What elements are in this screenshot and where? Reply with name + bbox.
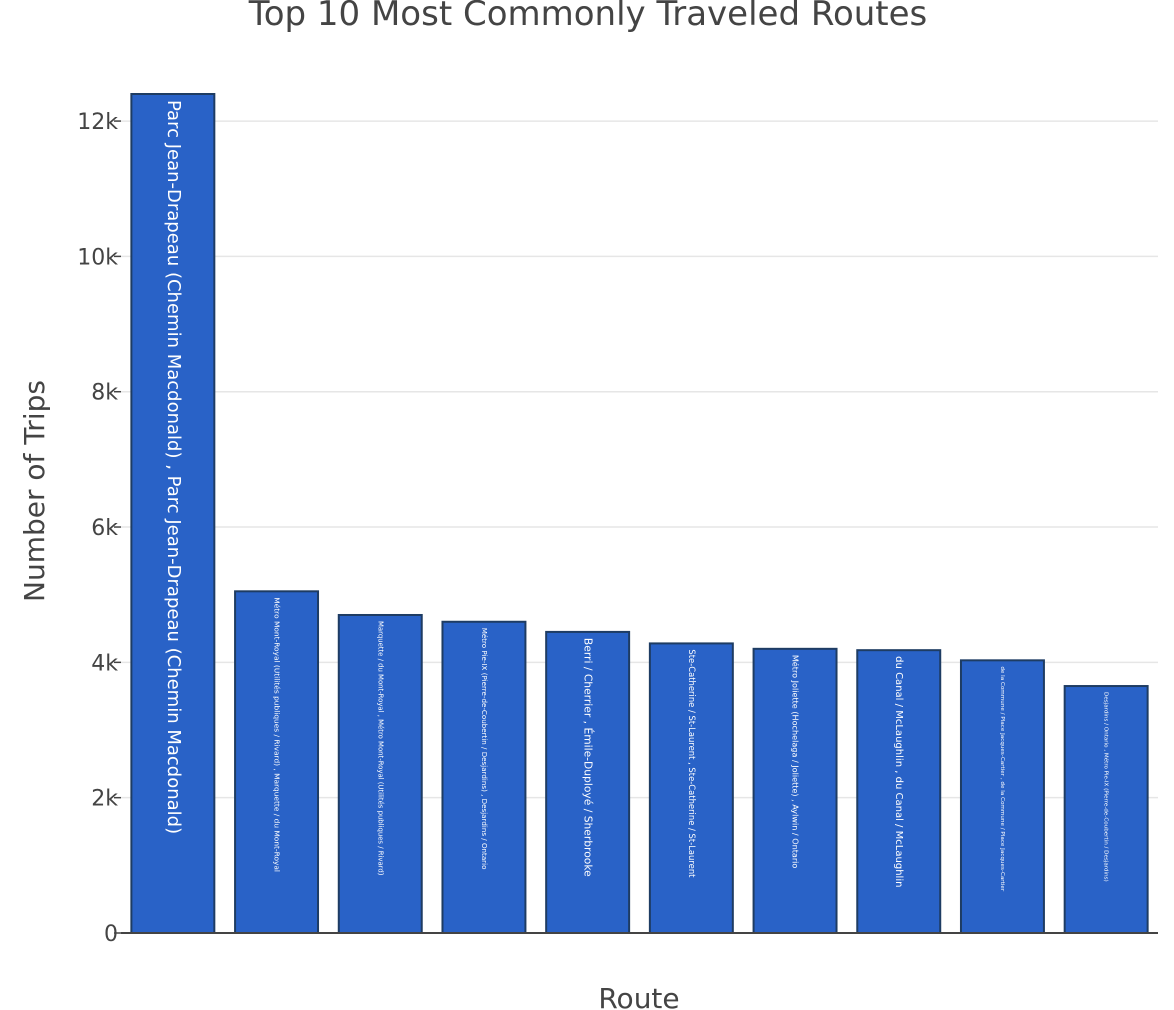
bar-label: Métro Mont-Royal (Utilités publiques / R… xyxy=(273,597,282,872)
bar-label: Métro Joliette (Hochelaga / Joliette) , … xyxy=(791,655,801,869)
bar xyxy=(856,649,942,934)
y-axis-title: Number of Trips xyxy=(18,380,51,602)
y-tick-label: 0 xyxy=(104,922,118,947)
bar-label: Métro Pie-IX (Pierre-de-Coubertin / Desj… xyxy=(480,628,489,870)
y-tick-label: 2k xyxy=(91,787,118,812)
bar xyxy=(441,620,527,934)
x-axis-title: Route xyxy=(598,982,679,1010)
bar-label: du Canal / McLaughlin , du Canal / McLau… xyxy=(893,656,904,887)
bar xyxy=(648,642,734,934)
bar-label: Desjardins / Ontario , Métro Pie-IX (Pie… xyxy=(1103,692,1110,882)
bar xyxy=(752,647,838,934)
y-tick-label: 8k xyxy=(91,381,118,406)
bar xyxy=(545,630,631,935)
bars: Parc Jean-Drapeau (Chemin Macdonald) , P… xyxy=(130,93,1149,935)
chart-title: Top 10 Most Commonly Traveled Routes xyxy=(248,0,928,34)
bar-label: Parc Jean-Drapeau (Chemin Macdonald) , P… xyxy=(163,100,184,834)
y-tick-label: 10k xyxy=(77,245,118,270)
bar xyxy=(1063,685,1149,935)
bar xyxy=(337,613,423,934)
bar-label: Marquette / du Mont-Royal , Métro Mont-R… xyxy=(376,621,384,876)
y-tick-label: 12k xyxy=(77,110,118,135)
y-tick-label: 6k xyxy=(91,516,118,541)
y-axis-ticks: 0 2k 4k 6k 8k 10k 12k xyxy=(77,110,121,947)
bar-label: Ste-Catherine / St-Laurent , Ste-Catheri… xyxy=(687,649,697,878)
bar-label: de la Commune / Place Jacques-Cartier , … xyxy=(999,666,1005,892)
bar xyxy=(234,590,320,934)
bar-label: Berri / Cherrier , Émile-Duployé / Sherb… xyxy=(582,638,595,877)
y-tick-label: 4k xyxy=(91,651,118,676)
